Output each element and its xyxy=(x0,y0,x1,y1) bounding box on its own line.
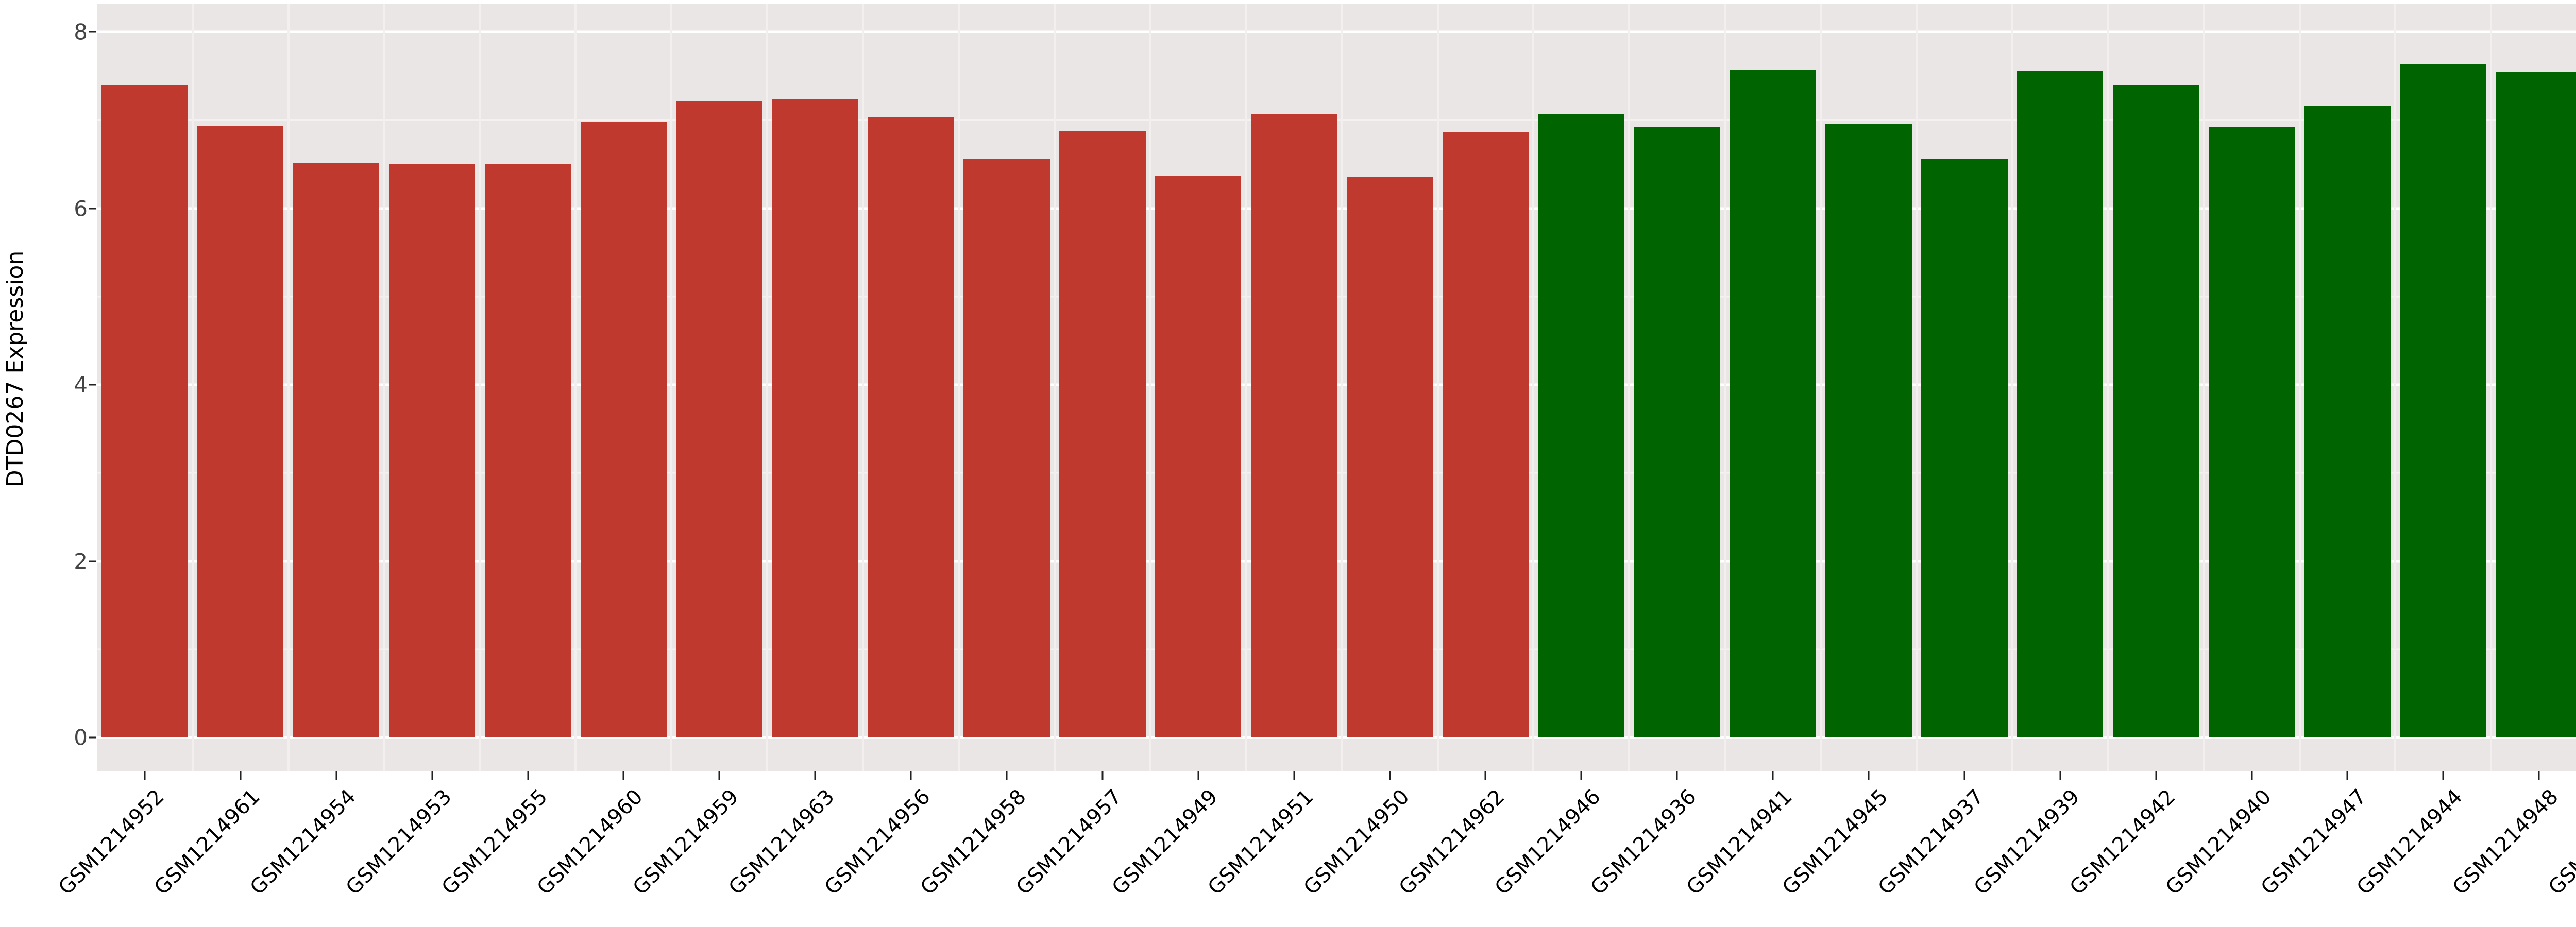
y-axis-tick-label: 0 xyxy=(74,725,88,750)
gridline-vertical xyxy=(1436,4,1439,771)
bar[interactable] xyxy=(1921,159,2008,737)
bar[interactable] xyxy=(1346,176,1433,737)
bar[interactable] xyxy=(2208,127,2295,737)
bar[interactable] xyxy=(2113,85,2199,737)
gridline-vertical xyxy=(1053,4,1056,771)
gridline-vertical xyxy=(2298,4,2301,771)
gridline-vertical xyxy=(2011,4,2013,771)
x-axis-tick-mark xyxy=(335,771,337,780)
bar[interactable] xyxy=(1155,176,1242,737)
gridline-vertical xyxy=(1532,4,1535,771)
y-axis-tick-label: 4 xyxy=(74,372,88,398)
y-axis-tick-mark xyxy=(89,736,96,739)
bar[interactable] xyxy=(1538,114,1624,737)
x-axis-tick-mark xyxy=(2155,771,2157,780)
gridline-vertical xyxy=(1149,4,1151,771)
x-axis-tick-mark xyxy=(431,771,433,780)
gridline-vertical xyxy=(2490,4,2493,771)
y-axis-tick-label: 8 xyxy=(74,19,88,45)
gridline-vertical xyxy=(2394,4,2397,771)
gridline-vertical xyxy=(1341,4,1343,771)
x-axis-tick-mark xyxy=(622,771,624,780)
x-axis-tick-mark xyxy=(240,771,242,780)
bar[interactable] xyxy=(1059,130,1146,737)
x-axis-tick-mark xyxy=(1006,771,1008,780)
y-axis-tick-label: 6 xyxy=(74,196,88,221)
gridline-vertical xyxy=(670,4,673,771)
gridline-vertical xyxy=(958,4,960,771)
bar[interactable] xyxy=(1634,127,1720,737)
y-axis-title-container: DTD0267 Expression xyxy=(0,0,31,737)
x-axis-tick-mark xyxy=(1101,771,1104,780)
x-axis-tick-mark xyxy=(718,771,720,780)
y-axis-tick-labels: 0 2 4 6 8 xyxy=(31,0,96,927)
gridline-horizontal-major xyxy=(97,30,2576,33)
bar[interactable] xyxy=(484,164,571,737)
x-axis-tick-mark xyxy=(814,771,816,780)
bar[interactable] xyxy=(1825,124,1912,737)
bar[interactable] xyxy=(1442,132,1529,737)
gridline-vertical xyxy=(1820,4,1822,771)
x-axis-tick-mark xyxy=(1772,771,1774,780)
y-axis-tick-mark xyxy=(89,31,96,33)
gridline-vertical xyxy=(2107,4,2109,771)
x-axis-tick-mark xyxy=(1389,771,1391,780)
bar[interactable] xyxy=(2400,63,2487,737)
bar[interactable] xyxy=(388,164,476,737)
x-axis-tick-mark xyxy=(1197,771,1199,780)
gridline-vertical xyxy=(862,4,865,771)
bar[interactable] xyxy=(2017,71,2104,737)
gridline-vertical xyxy=(287,4,290,771)
gridline-horizontal-major xyxy=(97,736,2576,739)
x-axis-tick-mark xyxy=(1963,771,1965,780)
bar[interactable] xyxy=(1730,70,1816,737)
bar[interactable] xyxy=(676,101,762,737)
bar[interactable] xyxy=(2304,106,2391,737)
y-axis-title: DTD0267 Expression xyxy=(2,250,29,487)
bar[interactable] xyxy=(772,99,858,737)
x-axis-tick-mark xyxy=(2442,771,2444,780)
y-axis-tick-mark xyxy=(89,384,96,386)
gridline-vertical xyxy=(574,4,577,771)
gridline-vertical xyxy=(1628,4,1631,771)
bar[interactable] xyxy=(293,163,380,737)
bar[interactable] xyxy=(580,122,667,737)
x-axis-tick-mark xyxy=(2538,771,2540,780)
y-axis-tick-mark xyxy=(89,208,96,209)
gridline-vertical xyxy=(1245,4,1247,771)
gridline-vertical xyxy=(1915,4,1918,771)
bar[interactable] xyxy=(2496,72,2576,737)
x-axis-tick-mark xyxy=(2059,771,2061,780)
bar[interactable] xyxy=(1251,114,1337,737)
x-axis-tick-mark xyxy=(1868,771,1870,780)
gridline-vertical xyxy=(383,4,385,771)
y-axis-tick-mark xyxy=(89,560,96,562)
bar[interactable] xyxy=(963,159,1050,737)
x-axis-tick-mark xyxy=(1293,771,1295,780)
x-axis-tick-mark xyxy=(1676,771,1678,780)
gridline-vertical xyxy=(766,4,769,771)
x-axis-tick-mark xyxy=(527,771,529,780)
x-axis-tick-mark xyxy=(144,771,146,780)
x-axis-tick-mark xyxy=(2346,771,2348,780)
x-axis-tick-mark xyxy=(1484,771,1486,780)
gridline-vertical xyxy=(1724,4,1726,771)
gridline-vertical xyxy=(479,4,481,771)
y-axis-tick-label: 2 xyxy=(74,548,88,574)
gridline-vertical xyxy=(2202,4,2205,771)
x-axis-tick-mark xyxy=(910,771,912,780)
x-axis-tick-mark xyxy=(1580,771,1582,780)
plot-panel xyxy=(97,4,2576,771)
bar[interactable] xyxy=(197,125,284,737)
x-axis-tick-mark xyxy=(2251,771,2253,780)
gridline-vertical xyxy=(191,4,194,771)
bar[interactable] xyxy=(868,117,954,737)
bar[interactable] xyxy=(101,84,188,737)
